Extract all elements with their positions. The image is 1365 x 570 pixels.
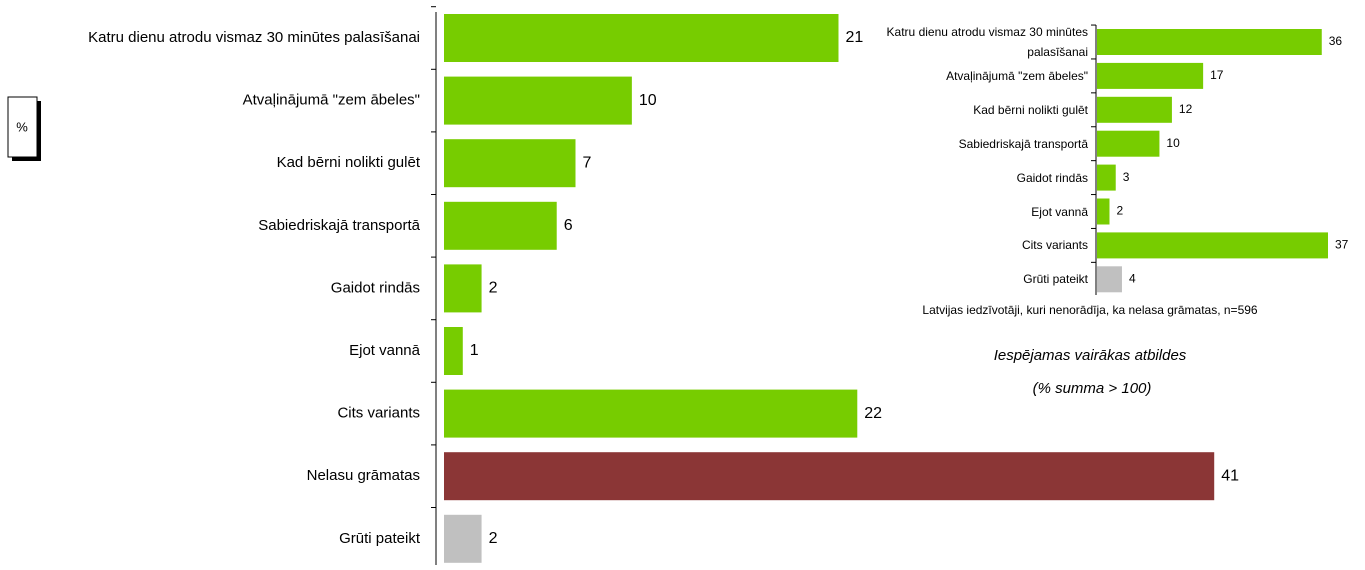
category-label-box: Ejot vannā [883,187,1088,237]
value-label: 4 [1129,271,1136,285]
value-label: 7 [583,154,592,171]
value-label: 10 [1166,136,1180,150]
bar [1097,164,1116,191]
unit-label: % [16,119,28,134]
category-text: Katru dienu atrodu vismaz 30 minūtes pal… [886,25,1088,59]
category-label: Sabiedriskajā transportā [883,119,1088,169]
value-label: 1 [470,342,479,359]
category-label-box: Katru dienu atrodu vismaz 30 minūtes pal… [883,17,1088,67]
bar [1097,198,1110,225]
category-label: Katru dienu atrodu vismaz 30 minūtes pal… [88,29,420,46]
bar [444,76,632,125]
category-label-box: Sabiedriskajā transportā [883,119,1088,169]
category-label: Katru dienu atrodu vismaz 30 minūtes pal… [883,17,1088,67]
value-label: 41 [1221,467,1239,484]
value-label: 2 [1116,204,1123,218]
category-text: Sabiedriskajā transportā [958,136,1088,151]
value-label: 10 [639,92,657,109]
category-label: Cits variants [883,220,1088,270]
bar [444,389,858,438]
value-label: 3 [1123,170,1130,184]
bar [444,327,463,375]
category-label-box: Cits variants [883,220,1088,270]
category-text: Cits variants [1021,238,1088,253]
bar [1097,130,1160,157]
category-label: Nelasu grāmatas [307,467,420,484]
bar [444,452,1215,501]
category-text: Gaidot rindās [1016,170,1088,185]
category-text: Kad bērni nolikti gulēt [973,102,1088,117]
bar [1097,232,1328,259]
bar [1097,29,1322,55]
category-label: Gaidot rindās [331,279,420,296]
category-label: Sabiedriskajā transportā [258,217,420,234]
category-text: Atvaļinājumā "zem ābeles" [946,68,1088,83]
category-label-box: Grūti pateikt [883,254,1088,304]
category-text: Ejot vannā [1031,204,1088,219]
category-label: Grūti pateikt [339,530,421,547]
value-label: 6 [564,217,573,234]
category-label-box: Kad bērni nolikti gulēt [883,85,1088,135]
category-label: Kad bērni nolikti gulēt [883,85,1088,135]
bar [444,514,482,563]
bar [444,264,482,313]
bar [444,139,576,188]
category-label: Atvaļinājumā "zem ābeles" [883,51,1088,101]
value-label: 17 [1210,68,1224,82]
bar [1097,62,1204,89]
unit-box [7,96,38,158]
category-label: Ejot vannā [883,187,1088,237]
note: Latvijas iedzīvotāji, kuri nenorādīja, k… [922,303,1258,317]
category-label: Gaidot rindās [883,153,1088,203]
value-label: 2 [489,530,498,547]
bar [444,201,557,250]
value-label: 22 [864,405,882,422]
annotation: Iespējamas vairākas atbildes [994,347,1187,364]
value-label: 36 [1329,34,1343,48]
annotation: (% summa > 100) [1033,380,1152,397]
category-label: Grūti pateikt [883,254,1088,304]
bar [1097,96,1172,123]
value-label: 12 [1179,102,1193,116]
category-label: Cits variants [337,405,420,422]
bar [1097,266,1122,293]
value-label: 2 [489,280,498,297]
category-label: Ejot vannā [349,342,421,359]
bar [444,14,839,62]
value-label: 21 [846,29,864,46]
category-text: Grūti pateikt [1023,272,1088,287]
category-label: Atvaļinājumā "zem ābeles" [243,92,420,109]
category-label: Kad bērni nolikti gulēt [277,154,421,171]
value-label: 37 [1335,238,1349,252]
category-label-box: Atvaļinājumā "zem ābeles" [883,51,1088,101]
category-label-box: Gaidot rindās [883,153,1088,203]
